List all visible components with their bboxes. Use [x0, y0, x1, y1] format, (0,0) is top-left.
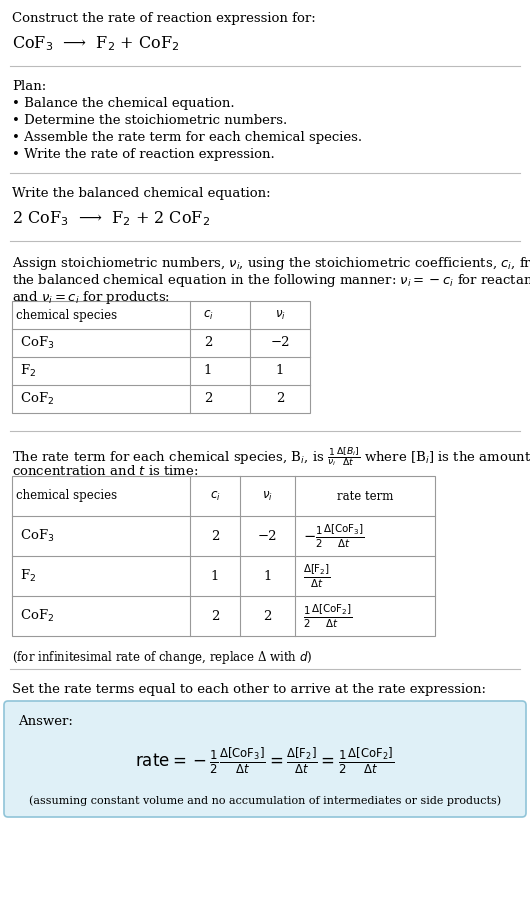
Text: • Assemble the rate term for each chemical species.: • Assemble the rate term for each chemic…	[12, 131, 362, 144]
Text: Plan:: Plan:	[12, 80, 46, 93]
Text: 1: 1	[263, 570, 272, 582]
Text: (assuming constant volume and no accumulation of intermediates or side products): (assuming constant volume and no accumul…	[29, 795, 501, 806]
Text: CoF$_3$: CoF$_3$	[20, 335, 55, 351]
Text: F$_2$: F$_2$	[20, 363, 36, 379]
Text: $-\frac{1}{2}\frac{\Delta[\mathrm{CoF}_3]}{\Delta t}$: $-\frac{1}{2}\frac{\Delta[\mathrm{CoF}_3…	[303, 522, 365, 550]
Text: 2 CoF$_3$  ⟶  F$_2$ + 2 CoF$_2$: 2 CoF$_3$ ⟶ F$_2$ + 2 CoF$_2$	[12, 209, 210, 228]
Text: 1: 1	[204, 365, 212, 378]
Text: the balanced chemical equation in the following manner: $\nu_i = -c_i$ for react: the balanced chemical equation in the fo…	[12, 272, 530, 289]
FancyBboxPatch shape	[4, 701, 526, 817]
Text: $\frac{\Delta[\mathrm{F}_2]}{\Delta t}$: $\frac{\Delta[\mathrm{F}_2]}{\Delta t}$	[303, 562, 331, 590]
Text: $\frac{1}{2}\frac{\Delta[\mathrm{CoF}_2]}{\Delta t}$: $\frac{1}{2}\frac{\Delta[\mathrm{CoF}_2]…	[303, 602, 352, 630]
Bar	[12, 476, 435, 636]
Text: rate term: rate term	[337, 490, 393, 502]
Text: $\nu_i$: $\nu_i$	[275, 308, 286, 321]
Text: Set the rate terms equal to each other to arrive at the rate expression:: Set the rate terms equal to each other t…	[12, 683, 486, 696]
Text: concentration and $t$ is time:: concentration and $t$ is time:	[12, 464, 198, 478]
Text: $\mathrm{rate} = -\frac{1}{2}\frac{\Delta[\mathrm{CoF}_3]}{\Delta t} = \frac{\De: $\mathrm{rate} = -\frac{1}{2}\frac{\Delt…	[135, 745, 395, 776]
Text: 2: 2	[204, 392, 212, 406]
Text: (for infinitesimal rate of change, replace Δ with $d$): (for infinitesimal rate of change, repla…	[12, 649, 313, 666]
Text: Write the balanced chemical equation:: Write the balanced chemical equation:	[12, 187, 271, 200]
Text: $c_i$: $c_i$	[202, 308, 214, 321]
Text: • Determine the stoichiometric numbers.: • Determine the stoichiometric numbers.	[12, 114, 287, 127]
Text: $c_i$: $c_i$	[210, 490, 220, 502]
Text: CoF$_3$  ⟶  F$_2$ + CoF$_2$: CoF$_3$ ⟶ F$_2$ + CoF$_2$	[12, 34, 180, 53]
Text: 1: 1	[276, 365, 284, 378]
Text: Construct the rate of reaction expression for:: Construct the rate of reaction expressio…	[12, 12, 316, 25]
Text: The rate term for each chemical species, B$_i$, is $\frac{1}{\nu_i}\frac{\Delta[: The rate term for each chemical species,…	[12, 445, 530, 468]
Text: 1: 1	[211, 570, 219, 582]
Text: 2: 2	[204, 337, 212, 349]
Text: CoF$_3$: CoF$_3$	[20, 528, 55, 544]
Text: and $\nu_i = c_i$ for products:: and $\nu_i = c_i$ for products:	[12, 289, 170, 306]
Text: CoF$_2$: CoF$_2$	[20, 608, 55, 624]
Text: Assign stoichiometric numbers, $\nu_i$, using the stoichiometric coefficients, $: Assign stoichiometric numbers, $\nu_i$, …	[12, 255, 530, 272]
Text: chemical species: chemical species	[16, 308, 117, 321]
Text: −2: −2	[258, 530, 277, 542]
Text: 2: 2	[276, 392, 284, 406]
Text: −2: −2	[270, 337, 290, 349]
Text: 2: 2	[211, 610, 219, 622]
Text: chemical species: chemical species	[16, 490, 117, 502]
Text: 2: 2	[211, 530, 219, 542]
Text: • Write the rate of reaction expression.: • Write the rate of reaction expression.	[12, 148, 275, 161]
Text: F$_2$: F$_2$	[20, 568, 36, 584]
Bar	[12, 301, 310, 413]
Text: $\nu_i$: $\nu_i$	[262, 490, 273, 502]
Text: CoF$_2$: CoF$_2$	[20, 391, 55, 407]
Text: 2: 2	[263, 610, 272, 622]
Text: • Balance the chemical equation.: • Balance the chemical equation.	[12, 97, 235, 110]
Text: Answer:: Answer:	[18, 715, 73, 728]
